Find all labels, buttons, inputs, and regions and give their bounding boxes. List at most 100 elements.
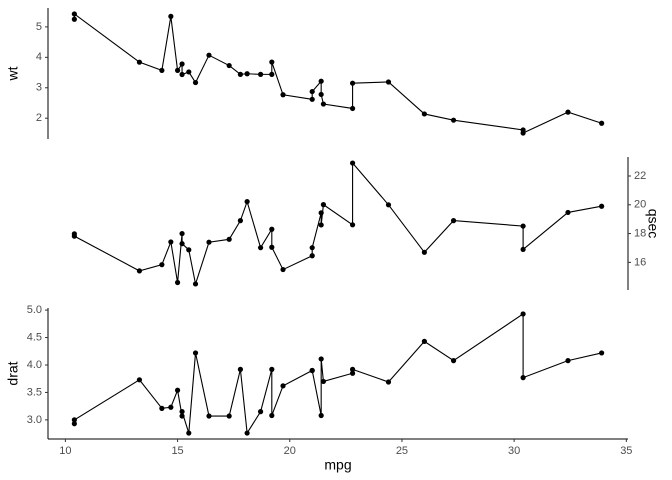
data-point <box>186 69 192 75</box>
y-tick-label: 16 <box>634 256 646 268</box>
data-point <box>244 430 250 436</box>
y-tick-label: 4.0 <box>27 359 42 371</box>
y-tick-label: 3.0 <box>27 414 42 426</box>
data-point <box>192 281 199 287</box>
data-point <box>520 375 526 381</box>
data-point <box>385 202 392 208</box>
data-point <box>257 71 264 77</box>
data-point <box>226 236 232 242</box>
data-point <box>450 218 457 224</box>
y-tick-label: 2 <box>36 112 42 124</box>
data-point <box>71 16 77 22</box>
y-tick-label: 18 <box>634 227 646 239</box>
data-point <box>349 80 356 86</box>
data-point <box>257 409 264 415</box>
data-point <box>192 79 199 86</box>
data-line <box>73 12 602 134</box>
data-point <box>174 279 181 286</box>
data-point <box>192 350 199 356</box>
x-tick-label: 20 <box>284 445 296 457</box>
data-point <box>309 88 315 95</box>
data-point <box>450 117 457 123</box>
y-axis-label: wt <box>5 66 21 81</box>
data-point <box>179 241 185 247</box>
data-line <box>73 161 602 287</box>
y-tick-label: 5.0 <box>27 304 42 316</box>
data-point <box>269 71 275 77</box>
data-point <box>318 91 324 98</box>
data-point <box>421 338 427 344</box>
data-point <box>320 202 327 208</box>
x-tick-label: 15 <box>171 445 183 457</box>
data-point <box>179 409 185 415</box>
data-point <box>565 358 571 364</box>
data-point <box>565 209 571 216</box>
data-point <box>320 378 327 385</box>
data-point <box>309 367 315 374</box>
y-tick-label: 4.5 <box>27 331 42 343</box>
data-point <box>168 13 174 19</box>
data-point <box>174 387 181 393</box>
data-point <box>244 199 250 205</box>
data-point <box>318 210 324 216</box>
data-point <box>206 413 212 419</box>
data-point <box>136 268 143 274</box>
data-point <box>269 59 275 65</box>
data-point <box>168 239 174 245</box>
data-point <box>565 109 571 115</box>
data-point <box>226 413 232 419</box>
data-point <box>269 412 275 419</box>
x-tick-label: 35 <box>620 445 632 457</box>
data-point <box>318 222 324 228</box>
data-point <box>186 247 192 253</box>
data-point <box>385 79 392 85</box>
data-point <box>206 239 212 245</box>
data-point <box>179 61 185 67</box>
data-line <box>73 312 602 435</box>
data-point <box>450 358 457 364</box>
data-point <box>179 71 185 78</box>
data-point <box>421 249 427 255</box>
data-point <box>174 67 181 74</box>
data-point <box>186 430 192 436</box>
y-tick-label: 22 <box>634 170 646 182</box>
y-axis-label: qsec <box>645 209 661 239</box>
data-point <box>168 404 174 410</box>
data-point <box>318 78 324 84</box>
data-point <box>71 421 77 427</box>
data-point <box>71 417 77 423</box>
data-point <box>159 67 165 74</box>
y-tick-label: 5 <box>36 21 42 33</box>
data-point <box>136 59 143 65</box>
data-point <box>385 379 392 385</box>
data-point <box>179 230 185 237</box>
data-point <box>349 370 356 376</box>
data-point <box>520 130 526 136</box>
y-tick-label: 4 <box>36 51 42 63</box>
data-point <box>421 111 427 117</box>
x-tick-label: 25 <box>396 445 408 457</box>
y-tick-label: 3 <box>36 82 42 94</box>
data-point <box>520 311 526 317</box>
data-point <box>520 223 526 229</box>
data-point <box>280 383 286 389</box>
data-point <box>320 101 327 107</box>
data-point <box>318 356 324 362</box>
data-point <box>159 262 165 268</box>
data-point <box>179 413 185 419</box>
data-point <box>599 350 605 356</box>
data-point <box>349 366 356 372</box>
data-point <box>269 244 275 250</box>
x-tick-label: 10 <box>59 445 71 457</box>
data-point <box>349 105 356 112</box>
y-axis-label: drat <box>5 361 21 385</box>
data-point <box>71 233 77 239</box>
data-point <box>599 203 605 209</box>
data-point <box>280 266 286 273</box>
data-point <box>237 218 243 224</box>
data-point <box>244 71 250 77</box>
data-point <box>309 245 315 251</box>
y-tick-label: 20 <box>634 199 646 211</box>
data-point <box>136 377 143 383</box>
data-point <box>226 62 232 69</box>
